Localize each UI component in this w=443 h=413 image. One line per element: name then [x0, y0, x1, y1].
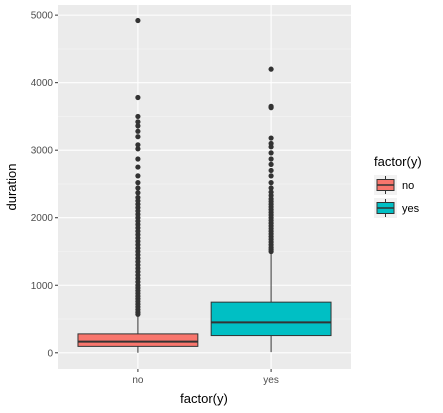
outlier-point	[268, 103, 274, 109]
outlier-point	[268, 173, 274, 179]
outlier-point	[135, 173, 141, 179]
outlier-point	[268, 180, 274, 186]
y-tick-label: 4000	[31, 78, 54, 89]
outlier-point	[135, 134, 141, 140]
outlier-point	[135, 17, 141, 24]
outlier-point	[135, 142, 141, 148]
outlier-point	[135, 119, 141, 125]
outlier-point	[268, 66, 274, 72]
y-axis-ticks: 0 1000 2000 3000 4000 5000	[31, 11, 58, 359]
legend-label: yes	[402, 203, 420, 215]
outlier-point	[135, 94, 141, 101]
y-tick-label: 2000	[31, 213, 54, 224]
legend: factor(y) no yes	[374, 154, 422, 218]
outlier-point	[135, 146, 141, 152]
outlier-point	[268, 185, 274, 191]
outlier-point	[268, 156, 274, 162]
outlier-point	[135, 185, 141, 191]
y-tick-label: 3000	[31, 146, 54, 157]
legend-label: no	[402, 180, 414, 192]
y-axis-title: duration	[4, 164, 19, 211]
outlier-point	[135, 194, 141, 201]
outlier-point	[268, 140, 274, 147]
outlier-point	[135, 156, 141, 162]
outlier-point	[135, 128, 141, 134]
x-tick-label: yes	[263, 375, 279, 386]
outlier-point	[135, 180, 141, 186]
outlier-point	[268, 189, 274, 195]
box-iqr	[77, 333, 199, 347]
x-axis-title: factor(y)	[180, 391, 228, 406]
box-no	[77, 17, 199, 353]
outlier-point	[268, 150, 274, 156]
box-series	[77, 17, 332, 353]
box-yes	[210, 66, 332, 353]
legend-key-yes	[374, 198, 397, 218]
outlier-point	[135, 164, 141, 170]
legend-key-no	[374, 175, 397, 195]
box-iqr	[210, 301, 332, 337]
outlier-point	[268, 161, 274, 167]
outlier-point	[135, 113, 141, 120]
outlier-point	[268, 135, 274, 141]
outlier-point	[135, 123, 141, 129]
x-tick-label: no	[132, 375, 144, 386]
outlier-point	[135, 190, 141, 196]
y-tick-label: 0	[47, 348, 53, 359]
y-tick-label: 5000	[31, 11, 54, 22]
outlier-point	[268, 167, 274, 174]
x-axis-ticks: no yes	[132, 369, 279, 386]
y-tick-label: 1000	[31, 281, 54, 292]
legend-title: factor(y)	[374, 154, 422, 169]
